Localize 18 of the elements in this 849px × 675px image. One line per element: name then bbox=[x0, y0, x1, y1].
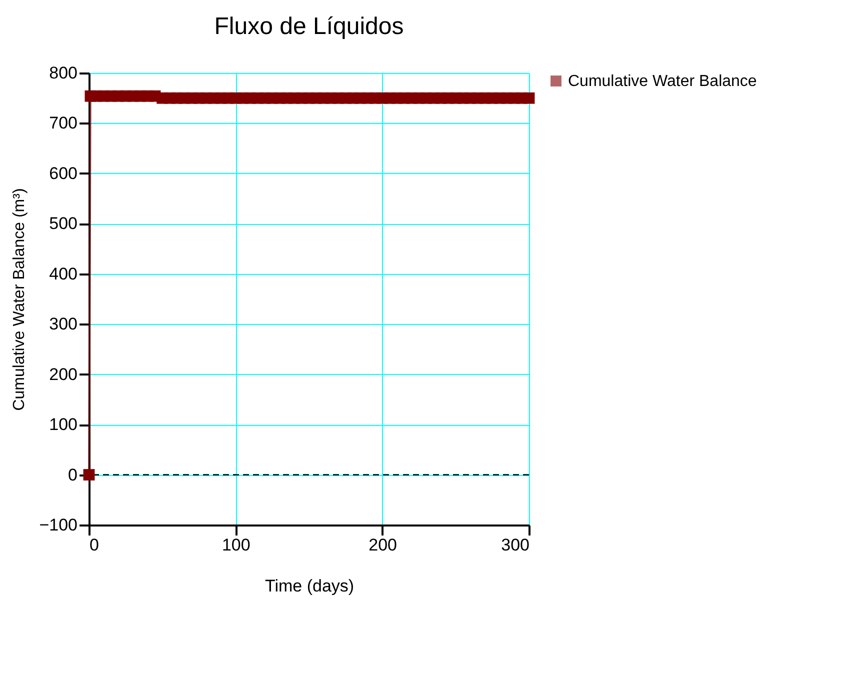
y-tick-label: 300 bbox=[49, 314, 78, 334]
y-tick-label: 800 bbox=[49, 64, 78, 82]
x-tick-label: 0 bbox=[90, 536, 99, 554]
y-tick-label: 600 bbox=[49, 164, 78, 183]
y-tick-label: 100 bbox=[49, 415, 78, 434]
x-axis-title: Time (days) bbox=[264, 576, 354, 596]
y-tick-label: −100 bbox=[39, 516, 78, 534]
chart-title: Fluxo de Líquidos bbox=[214, 13, 404, 40]
y-tick-label: 400 bbox=[49, 264, 78, 284]
y-tick-label: 500 bbox=[49, 214, 78, 234]
x-tick-label: 100 bbox=[222, 536, 250, 554]
y-axis-title: Cumulative Water Balance (m³) bbox=[11, 188, 28, 411]
y-tick-label: 700 bbox=[49, 114, 78, 133]
y-tick-label: 200 bbox=[49, 364, 78, 384]
x-tick-label: 200 bbox=[368, 536, 398, 554]
y-tick-label: 0 bbox=[68, 465, 78, 484]
x-tick-label: 300 bbox=[501, 536, 530, 554]
legend-label: Cumulative Water Balance bbox=[568, 73, 757, 90]
